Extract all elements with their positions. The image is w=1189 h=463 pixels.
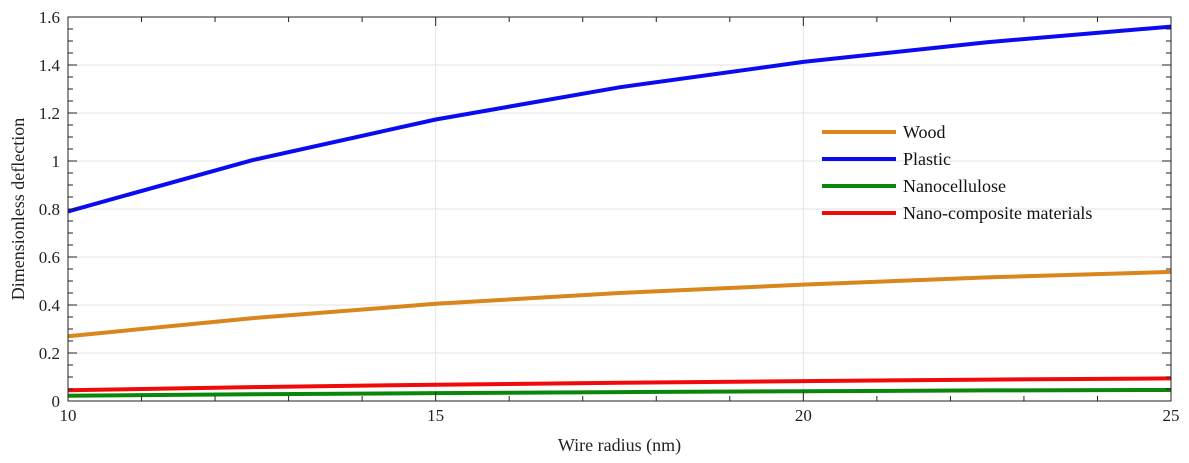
series-line-nanocellulose — [67, 388, 1172, 398]
legend-item-nanocellulose: Nanocellulose — [822, 176, 1006, 196]
y-tick-label: 0.2 — [39, 344, 60, 363]
series-line-wood — [67, 269, 1172, 339]
y-tick-label: 1.2 — [39, 104, 60, 123]
x-axis-label: Wire radius (nm) — [558, 435, 681, 456]
series-line-nano-composite-materials — [67, 376, 1172, 393]
x-tick-label: 15 — [427, 406, 444, 425]
legend-item-nano-composite: Nano-composite materials — [822, 203, 1092, 223]
x-tick-label: 20 — [795, 406, 812, 425]
legend: Wood Plastic Nanocellulose Nano-composit… — [822, 122, 1092, 223]
legend-label-nano-composite: Nano-composite materials — [903, 203, 1092, 223]
y-tick-label: 1 — [52, 152, 61, 171]
series-lines — [67, 24, 1172, 398]
legend-label-plastic: Plastic — [903, 149, 951, 169]
x-tick-label: 25 — [1163, 406, 1180, 425]
axis-ticks — [67, 16, 1172, 402]
y-tick-labels: 0 0.2 0.4 0.6 0.8 1 1.2 1.4 1.6 — [39, 8, 61, 411]
y-tick-label: 0 — [52, 392, 61, 411]
y-tick-label: 0.8 — [39, 200, 60, 219]
series-line-plastic — [67, 24, 1172, 214]
x-tick-label: 10 — [60, 406, 77, 425]
y-tick-label: 1.4 — [39, 56, 61, 75]
y-tick-label: 0.6 — [39, 248, 60, 267]
legend-label-nanocellulose: Nanocellulose — [903, 176, 1006, 196]
legend-label-wood: Wood — [903, 122, 946, 142]
legend-item-wood: Wood — [822, 122, 946, 142]
legend-item-plastic: Plastic — [822, 149, 951, 169]
x-tick-labels: 10 15 20 25 — [60, 406, 1180, 425]
y-tick-label: 0.4 — [39, 296, 61, 315]
y-axis-label: Dimensionless deflection — [8, 118, 28, 300]
y-tick-label: 1.6 — [39, 8, 60, 27]
